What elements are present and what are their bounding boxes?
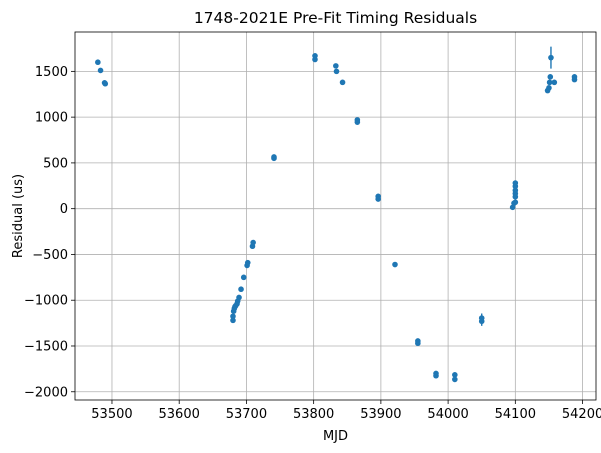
data-point <box>95 59 101 66</box>
data-point <box>512 187 519 194</box>
data-point <box>240 274 247 281</box>
data-point <box>230 313 236 320</box>
data-point <box>312 53 318 59</box>
y-tick-label: 500 <box>43 156 68 171</box>
chart-title: 1748-2021E Pre-Fit Timing Residuals <box>194 9 477 27</box>
x-axis-ticks: 53500 53600 53700 53800 53900 54000 54100 54200 <box>91 400 601 422</box>
data-point <box>415 340 421 347</box>
y-axis-label: Residual (us) <box>11 174 26 258</box>
x-tick-label: 54200 <box>562 407 601 422</box>
data-points <box>95 53 578 383</box>
data-point <box>271 154 277 160</box>
data-point <box>512 199 519 206</box>
y-tick-label: −1500 <box>24 339 68 354</box>
x-tick-label: 53800 <box>293 407 334 422</box>
data-point <box>392 261 398 268</box>
data-point <box>571 74 578 80</box>
data-point <box>339 79 346 86</box>
data-point <box>238 286 244 293</box>
grid <box>75 32 596 400</box>
data-point <box>452 372 458 378</box>
data-point <box>546 79 553 86</box>
y-tick-label: 1000 <box>35 111 68 126</box>
data-point <box>354 119 361 125</box>
y-tick-label: −2000 <box>24 385 68 400</box>
y-tick-label: −500 <box>32 248 68 263</box>
x-tick-label: 53500 <box>91 407 132 422</box>
x-tick-label: 54000 <box>427 407 468 422</box>
data-point <box>333 68 340 75</box>
data-point <box>478 318 485 325</box>
data-point <box>512 180 519 186</box>
data-point <box>250 239 256 246</box>
data-point <box>548 54 554 61</box>
y-tick-label: 0 <box>60 202 68 217</box>
x-tick-label: 53600 <box>159 407 200 422</box>
data-point <box>333 63 339 69</box>
y-tick-label: 1500 <box>35 65 68 80</box>
data-point <box>375 196 381 202</box>
data-point <box>546 85 552 91</box>
error-bars <box>97 46 576 382</box>
data-point <box>230 317 236 324</box>
x-axis-label: MJD <box>323 429 348 444</box>
data-point <box>244 259 251 266</box>
plot-area-frame <box>74 31 597 401</box>
y-axis-ticks: −2000 −1500 −1000 −500 0 500 1000 1500 <box>24 65 75 400</box>
x-tick-label: 53900 <box>360 407 401 422</box>
data-point <box>452 376 458 383</box>
y-tick-label: −1000 <box>24 294 68 309</box>
data-point <box>97 67 104 74</box>
data-point <box>551 79 558 86</box>
data-point <box>102 80 109 87</box>
data-point <box>433 372 439 379</box>
data-point <box>547 74 554 80</box>
x-tick-label: 53700 <box>226 407 267 422</box>
x-tick-label: 54100 <box>495 407 536 422</box>
data-point <box>236 294 242 301</box>
